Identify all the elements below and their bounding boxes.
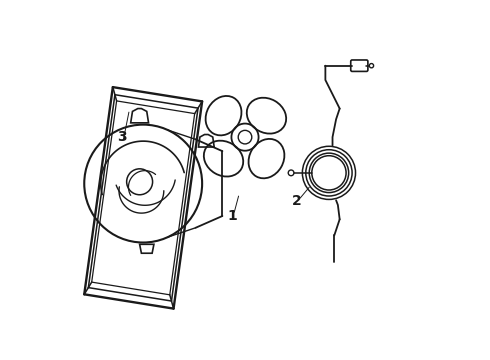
Text: 1: 1 [228,209,237,223]
Text: 3: 3 [117,130,126,144]
Text: 2: 2 [292,194,302,208]
